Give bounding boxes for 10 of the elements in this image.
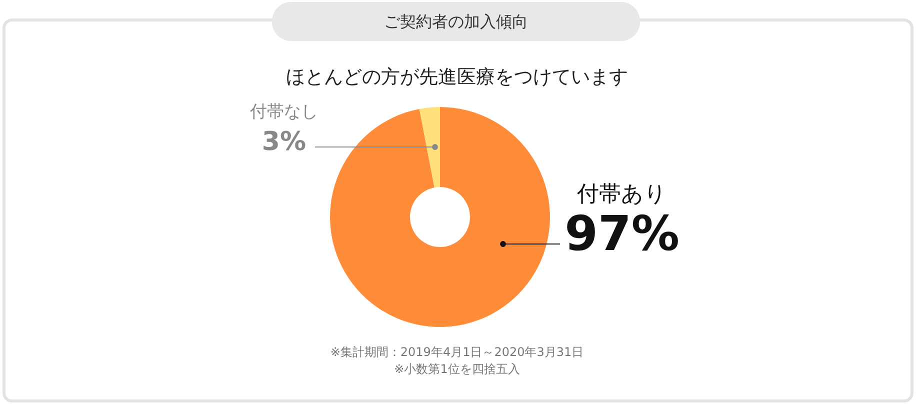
text: ※集計期間：2019年4月1日～2020年3月31日: [330, 345, 584, 359]
chart-title: ご契約者の加入傾向: [384, 12, 528, 31]
text: ※小数第1位を四捨五入: [394, 362, 520, 376]
donut-slice: [419, 107, 440, 188]
donut-slice: [330, 107, 550, 327]
slice-label: 付帯あり: [576, 182, 667, 207]
slice-label: 付帯なし: [249, 102, 318, 122]
data-label: 3%: [262, 127, 306, 157]
data-label: 97%: [564, 206, 680, 262]
chart-subtitle: ほとんどの方が先進医療をつけています: [286, 66, 628, 88]
